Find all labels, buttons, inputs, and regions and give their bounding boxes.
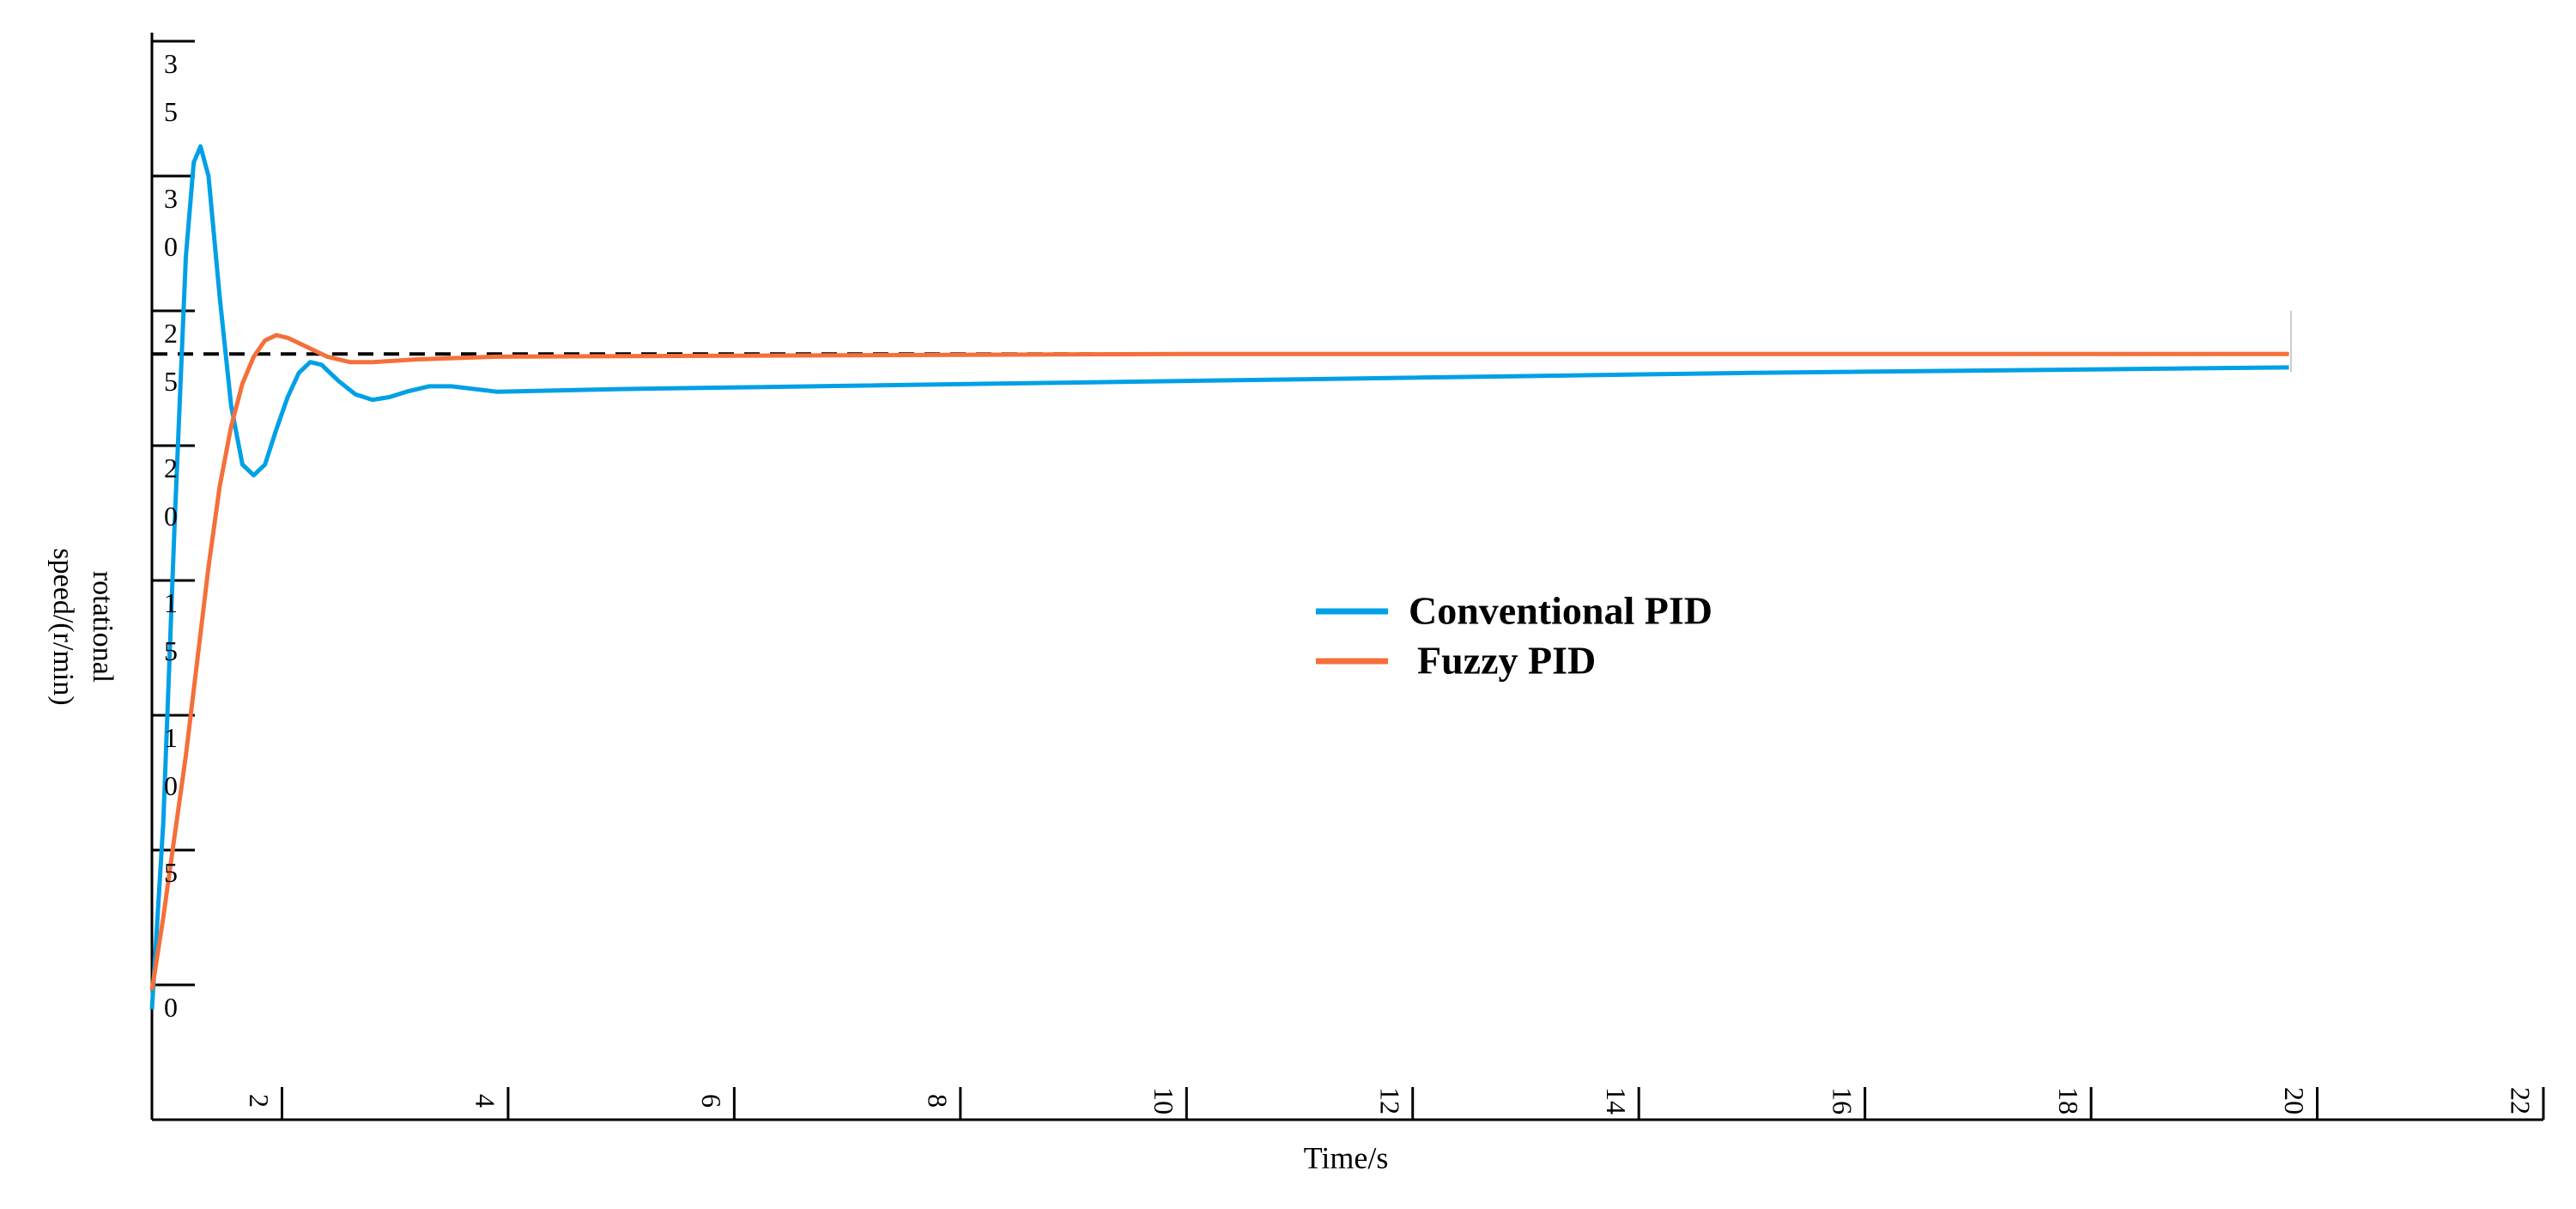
x-tick-label: 2 [244,1094,275,1108]
x-tick-label: 10 [1149,1087,1179,1115]
x-axis-label: Time/s [1304,1140,1389,1175]
y-tick-label: 25 [155,318,186,414]
legend-label: Conventional PID [1409,589,1712,633]
y-tick-label: 35 [155,48,186,144]
x-tick-label: 12 [1374,1087,1405,1115]
x-tick-label: 22 [2506,1087,2537,1115]
x-tick-label: 4 [470,1094,501,1108]
x-tick-label: 20 [2279,1087,2310,1115]
y-tick-label: 30 [155,183,186,279]
x-tick-label: 16 [1827,1087,1858,1115]
series-line [149,332,2289,991]
y-axis-label: rotational speed/(r/min) [47,548,118,706]
y-tick-label: 20 [155,453,186,549]
y-tick-label: 15 [155,587,186,683]
y-tick-label: 10 [155,722,186,818]
y-tick-label: 0 [155,992,186,1040]
x-tick-label: 8 [922,1094,953,1108]
x-tick-label: 18 [2053,1087,2084,1115]
legend-label: Fuzzy PID [1417,639,1596,683]
x-tick-label: 6 [696,1094,727,1108]
series-line [149,144,2289,1010]
y-tick-label: 5 [155,857,186,905]
x-tick-label: 14 [1601,1087,1632,1115]
